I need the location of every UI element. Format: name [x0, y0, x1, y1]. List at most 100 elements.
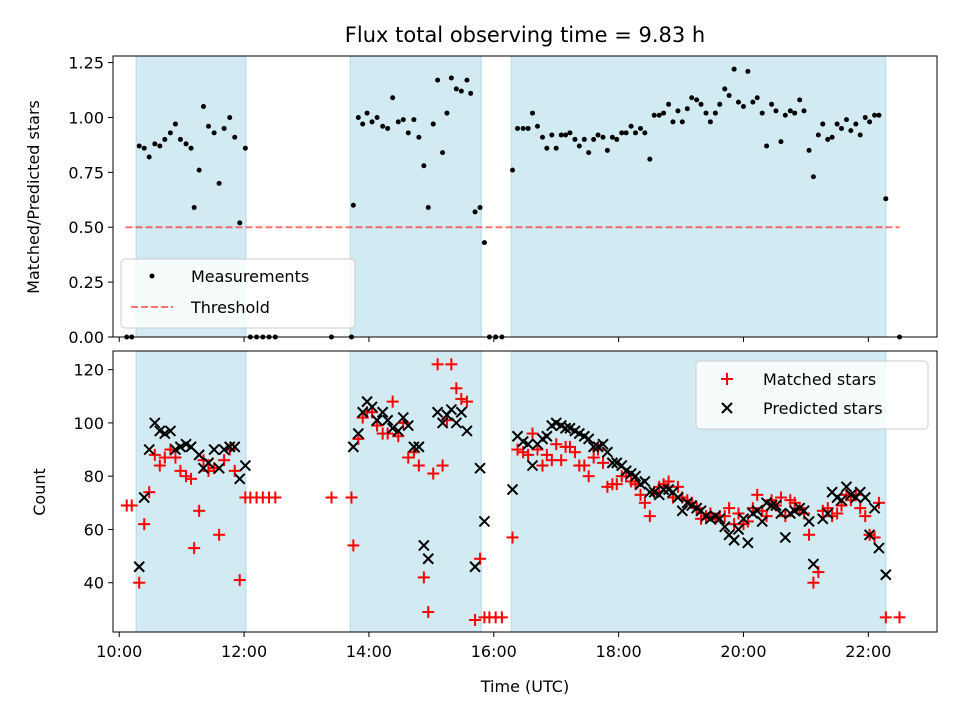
predicted-star-point — [807, 558, 820, 570]
measurement-point — [520, 125, 526, 131]
measurement-point — [820, 121, 826, 127]
predicted-star-point — [657, 483, 670, 496]
predicted-star-point — [356, 406, 369, 418]
predicted-star-point — [587, 441, 600, 453]
matched-star-point — [381, 427, 394, 440]
predicted-star-point — [478, 515, 491, 528]
matched-star-point — [436, 459, 449, 472]
measurement-point — [689, 95, 695, 101]
matched-star-point — [450, 382, 463, 395]
measurement-point — [421, 163, 427, 169]
predicted-star-point — [213, 462, 225, 474]
measurement-point — [825, 136, 831, 142]
predicted-star-point — [506, 483, 519, 496]
predicted-star-point — [863, 529, 876, 541]
measurement-point — [369, 119, 375, 125]
predicted-star-point — [149, 417, 161, 429]
measurement-point — [838, 125, 844, 131]
predicted-star-point — [582, 433, 595, 445]
matched-star-point — [347, 539, 360, 552]
measurement-point — [666, 101, 672, 107]
matched-star-point — [859, 510, 872, 523]
measurement-point — [797, 97, 803, 103]
measurement-point — [867, 119, 873, 125]
measurement-point — [782, 112, 788, 118]
measurement-point — [216, 180, 222, 186]
legend-measurements-marker — [149, 273, 155, 279]
measurement-point — [703, 110, 709, 116]
predicted-star-point — [202, 457, 215, 469]
measurement-point — [549, 132, 555, 138]
matched-star-point — [417, 571, 430, 584]
predicted-star-points — [133, 395, 892, 581]
matched-star-point — [431, 358, 444, 371]
measurement-point — [472, 209, 478, 215]
x-tick-label: 12:00 — [221, 642, 267, 661]
y-tick-label: 1.25 — [68, 54, 104, 73]
matched-star-point — [868, 531, 881, 544]
measurement-point — [390, 95, 396, 101]
y-tick-label: 0.00 — [68, 328, 104, 347]
measurement-point — [694, 97, 700, 103]
measurement-point — [529, 110, 535, 116]
measurement-point — [754, 95, 760, 101]
measurement-point — [619, 130, 625, 136]
legend-threshold-label: Threshold — [190, 298, 270, 317]
measurement-point — [448, 75, 454, 81]
matched-star-point — [803, 528, 816, 541]
bottom-panel-counts: 40 60 80 100 120 10:00 12:00 14:00 16:00 18:00 20… — [30, 350, 938, 696]
measurement-point — [157, 143, 163, 149]
matched-star-point — [445, 358, 458, 371]
legend-matched-marker — [721, 373, 733, 385]
matched-star-point — [671, 480, 684, 493]
measurement-point — [740, 103, 746, 109]
matched-star-point — [193, 504, 206, 517]
measurement-point — [778, 139, 784, 145]
measurement-point — [722, 86, 728, 92]
matched-star-point — [526, 427, 539, 440]
predicted-star-point — [714, 513, 726, 525]
bottom-x-ticks: 10:00 12:00 14:00 16:00 18:00 20:00 22:00 — [96, 632, 891, 661]
predicted-star-point — [629, 470, 642, 482]
matched-star-point — [779, 510, 792, 523]
matched-star-point — [169, 451, 182, 464]
predicted-star-point — [352, 427, 365, 440]
predicted-star-point — [413, 441, 425, 453]
measurement-point — [787, 108, 793, 114]
predicted-star-point — [164, 425, 177, 437]
matched-star-point — [522, 448, 535, 461]
matched-star-point — [723, 502, 736, 515]
matched-star-point — [412, 459, 425, 472]
measurement-point — [563, 132, 569, 138]
matched-star-point — [269, 491, 282, 504]
predicted-star-point — [672, 491, 684, 504]
predicted-star-point — [397, 411, 409, 424]
measurement-point — [211, 130, 217, 136]
x-axis-label: Time (UTC) — [480, 677, 569, 696]
measurement-point — [876, 112, 882, 118]
matched-star-point — [233, 574, 246, 587]
measurement-point — [581, 136, 587, 142]
matched-star-point — [174, 464, 187, 477]
measurement-point — [525, 125, 531, 131]
measurement-point — [136, 143, 142, 149]
predicted-star-point — [392, 425, 404, 437]
predicted-star-point — [408, 441, 420, 453]
matched-star-point — [582, 470, 595, 483]
predicted-star-point — [347, 441, 360, 453]
predicted-star-point — [756, 515, 768, 528]
predicted-star-point — [208, 443, 220, 456]
y-tick-label: 1.00 — [68, 108, 104, 127]
predicted-star-point — [381, 414, 394, 426]
legend-measurements-label: Measurements — [191, 267, 309, 286]
measurement-point — [679, 119, 685, 125]
predicted-star-point — [193, 449, 205, 461]
matched-star-point — [469, 614, 482, 627]
matched-star-point — [495, 611, 508, 624]
predicted-star-point — [719, 521, 731, 533]
measurement-point — [425, 204, 431, 210]
measurement-point — [717, 101, 723, 107]
predicted-star-point — [597, 438, 609, 450]
measurement-point — [862, 114, 868, 120]
